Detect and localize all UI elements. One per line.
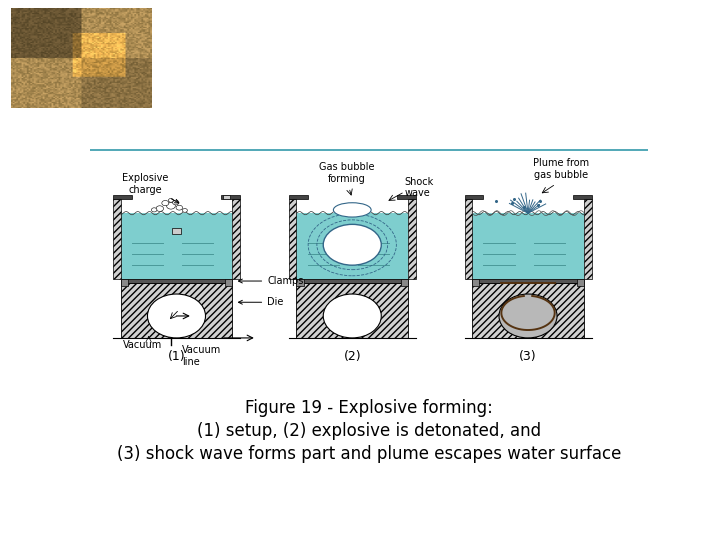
Circle shape	[173, 200, 179, 205]
Bar	[121, 279, 128, 286]
Text: Shock
wave: Shock wave	[405, 177, 434, 198]
Bar	[297, 279, 408, 283]
Bar	[577, 279, 584, 286]
Circle shape	[176, 205, 183, 210]
Ellipse shape	[499, 294, 557, 338]
Bar	[113, 195, 132, 199]
Bar	[297, 213, 408, 279]
Text: Clamps: Clamps	[238, 276, 304, 286]
Bar	[121, 283, 233, 338]
Text: Plume from
gas bubble: Plume from gas bubble	[534, 158, 590, 180]
Circle shape	[182, 208, 187, 212]
Text: Vacuum: Vacuum	[123, 340, 163, 350]
Bar	[472, 213, 584, 279]
Bar	[408, 199, 415, 279]
Bar	[472, 279, 480, 286]
Text: Vacuum
line: Vacuum line	[182, 346, 221, 367]
Bar	[472, 279, 584, 283]
Text: (1): (1)	[168, 350, 185, 363]
Ellipse shape	[323, 294, 382, 338]
Text: (3) shock wave forms part and plume escapes water surface: (3) shock wave forms part and plume esca…	[117, 444, 621, 463]
Bar	[297, 283, 408, 338]
Text: Explosive
charge: Explosive charge	[122, 173, 179, 203]
Text: Gas bubble
forming: Gas bubble forming	[319, 162, 374, 184]
Bar	[225, 279, 233, 286]
Bar	[121, 213, 233, 279]
Ellipse shape	[333, 202, 371, 217]
Circle shape	[156, 206, 163, 211]
Circle shape	[166, 202, 175, 209]
Ellipse shape	[323, 224, 382, 265]
Bar	[172, 228, 181, 234]
Bar	[584, 199, 592, 279]
Circle shape	[162, 200, 169, 206]
Ellipse shape	[148, 294, 205, 338]
Bar	[472, 283, 584, 338]
Bar	[289, 199, 297, 279]
Bar	[289, 195, 307, 199]
Bar	[401, 279, 408, 286]
Bar	[221, 195, 240, 199]
Bar	[223, 195, 230, 199]
Bar	[572, 195, 592, 199]
Circle shape	[168, 199, 174, 202]
Bar	[113, 199, 121, 279]
Circle shape	[151, 208, 157, 212]
Text: (2): (2)	[343, 350, 361, 363]
Bar	[297, 279, 304, 286]
Bar	[397, 195, 415, 199]
Bar	[121, 279, 233, 283]
Bar	[233, 199, 240, 279]
Text: Figure 19 ‑ Explosive forming:: Figure 19 ‑ Explosive forming:	[245, 399, 493, 417]
Text: (1) setup, (2) explosive is detonated, and: (1) setup, (2) explosive is detonated, a…	[197, 422, 541, 440]
Text: Die: Die	[238, 297, 284, 307]
Bar	[464, 199, 472, 279]
Bar	[464, 195, 483, 199]
Text: (3): (3)	[519, 350, 537, 363]
